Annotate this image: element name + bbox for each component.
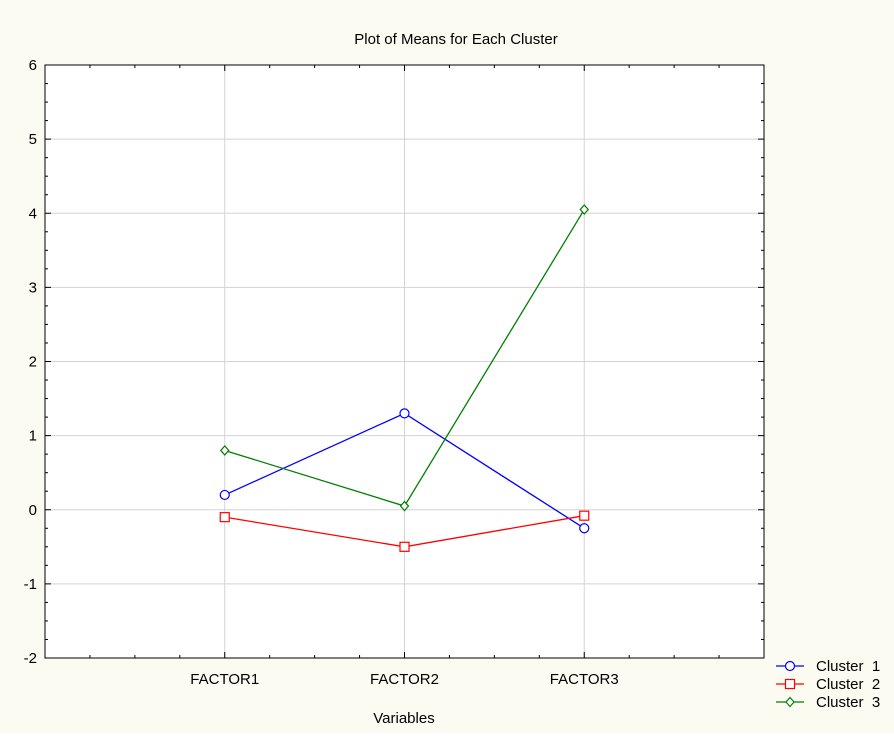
data-point bbox=[219, 512, 230, 523]
y-axis-tick-labels: -2 -1 0 1 2 3 4 5 6 bbox=[24, 57, 37, 667]
legend-label: Cluster 1 bbox=[816, 658, 880, 675]
y-tick-label: 6 bbox=[29, 57, 37, 74]
legend-swatch-marker bbox=[784, 660, 796, 672]
data-point bbox=[579, 510, 590, 521]
x-tick-label: FACTOR3 bbox=[550, 671, 619, 688]
chart-title: Plot of Means for Each Cluster bbox=[354, 31, 557, 48]
y-tick-label: 5 bbox=[29, 131, 37, 148]
data-point bbox=[219, 445, 230, 456]
x-axis-tick-labels: FACTOR1 FACTOR2 FACTOR3 bbox=[190, 671, 618, 688]
data-point bbox=[579, 204, 590, 215]
x-axis-label: Variables bbox=[373, 710, 434, 727]
y-tick-label: -2 bbox=[24, 650, 37, 667]
series-1 bbox=[219, 408, 590, 534]
grid-lines bbox=[45, 65, 764, 658]
legend-item: Cluster 2 bbox=[776, 676, 880, 693]
legend-label: Cluster 2 bbox=[816, 676, 880, 693]
y-tick-label: 2 bbox=[29, 354, 37, 371]
x-tick-label: FACTOR1 bbox=[190, 671, 259, 688]
legend-label: Cluster 3 bbox=[816, 694, 880, 711]
legend-swatch-marker bbox=[784, 678, 796, 690]
series-2 bbox=[219, 510, 590, 552]
data-point bbox=[399, 500, 410, 512]
y-tick-label: 0 bbox=[29, 502, 37, 519]
axis-ticks bbox=[45, 64, 764, 659]
legend-item: Cluster 3 bbox=[776, 694, 880, 711]
legend-item: Cluster 1 bbox=[776, 658, 880, 675]
data-point bbox=[219, 489, 230, 501]
data-point bbox=[579, 523, 590, 534]
y-tick-label: -1 bbox=[24, 576, 37, 593]
x-tick-label: FACTOR2 bbox=[370, 671, 439, 688]
series-lines bbox=[219, 204, 590, 552]
series-3 bbox=[219, 204, 590, 512]
legend-swatch-marker bbox=[785, 696, 795, 708]
y-tick-label: 1 bbox=[29, 428, 37, 445]
data-point bbox=[399, 408, 410, 419]
data-point bbox=[399, 541, 410, 552]
y-tick-label: 3 bbox=[29, 279, 37, 296]
y-tick-label: 4 bbox=[29, 205, 37, 222]
